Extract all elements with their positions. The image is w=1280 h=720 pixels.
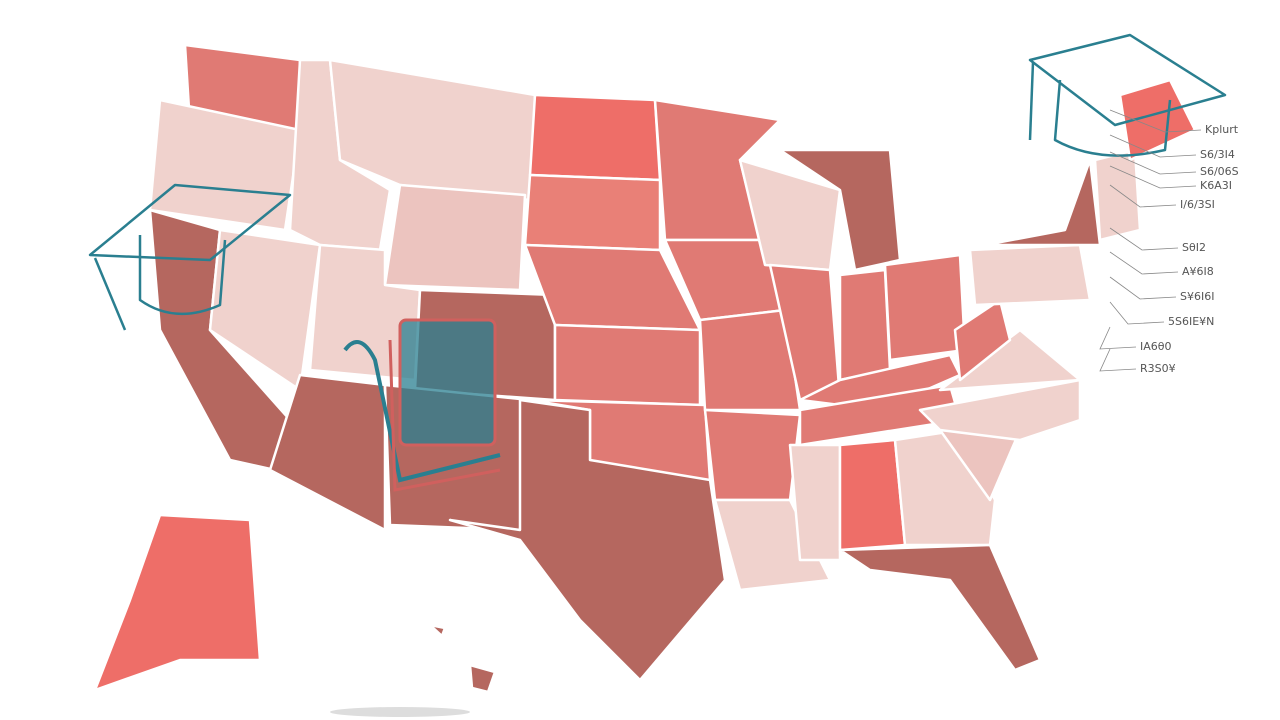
leader-line [1109, 109, 1202, 133]
leader-line [1109, 165, 1197, 189]
state-label: SθI2 [1182, 241, 1206, 254]
state-label: IA6θ0 [1140, 340, 1172, 353]
state-label: S¥6I6I [1180, 290, 1214, 303]
state-label: 5S6IE¥N [1168, 315, 1214, 328]
states [93, 43, 1197, 694]
state-label: A¥6I8 [1182, 265, 1214, 278]
state-label: I/6/3SI [1180, 198, 1215, 211]
state-label: Kplurt [1205, 123, 1239, 136]
leader-line [1109, 151, 1197, 175]
state-label: K6A3I [1200, 179, 1232, 192]
leader-line [1109, 251, 1179, 275]
leader-line [1099, 326, 1137, 350]
leader-line [1109, 134, 1197, 158]
shadow [330, 707, 470, 717]
decorations [88, 33, 1227, 492]
leader-line [1109, 184, 1177, 208]
leader-line [1099, 348, 1137, 372]
leader-line [1109, 276, 1177, 300]
leader-line [1109, 301, 1165, 325]
leader-line [1109, 227, 1179, 251]
state-label: R3S0¥ [1140, 362, 1176, 375]
state-label: S6/06S [1200, 165, 1239, 178]
state-label: S6/3I4 [1200, 148, 1235, 161]
